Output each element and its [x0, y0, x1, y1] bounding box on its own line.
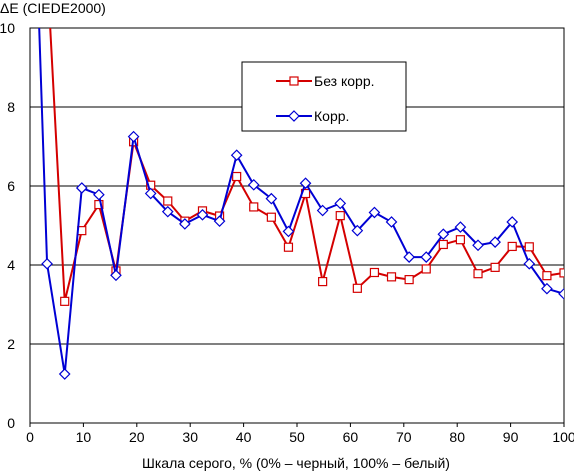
series-2-point-24: [420, 251, 433, 263]
series-2-point-11: [196, 208, 209, 221]
series-1-point-26: [473, 269, 483, 279]
x-axis-ticks: 0 10 20 30 40 50 60 70 80 90 100: [26, 423, 574, 445]
series-2-point-4: [75, 182, 88, 194]
y-tick-label-6: 6: [7, 178, 15, 194]
series-1-point-31: [559, 268, 564, 278]
series-2-point-18: [316, 204, 329, 217]
series-1-point-15: [283, 242, 294, 252]
series-2-point-10: [179, 218, 191, 230]
series-1-point-18: [335, 211, 345, 221]
x-tick-label-60: 60: [343, 429, 359, 445]
series-2-point-21: [368, 206, 381, 219]
series-2-point-16: [282, 225, 295, 238]
y-tick-label-8: 8: [7, 99, 15, 115]
x-tick-label-20: 20: [129, 429, 145, 445]
x-tick-label-90: 90: [503, 429, 519, 445]
x-tick-label-70: 70: [396, 429, 412, 445]
x-tick-label-10: 10: [76, 429, 92, 445]
series-2-point-13: [230, 149, 243, 162]
series-2-point-23: [403, 251, 415, 263]
legend-marker-2: [288, 110, 300, 122]
series-1-point-22: [404, 275, 414, 285]
x-tick-label-100: 100: [552, 429, 574, 445]
series-2-point-31: [541, 282, 553, 295]
series-1-point-28: [507, 241, 517, 252]
series-2-point-12: [213, 215, 226, 228]
series-2-point-27: [472, 239, 484, 252]
series-2-point-7: [127, 130, 140, 143]
series-2-point-30: [523, 257, 536, 270]
x-tick-label-80: 80: [449, 429, 465, 445]
series-1-point-29: [524, 242, 534, 252]
y-axis-ticks: 0 2 4 6 8 10: [0, 20, 15, 431]
series-1-point-19: [352, 283, 362, 293]
series-2-point-17: [299, 177, 312, 190]
series-2-point-20: [351, 224, 364, 237]
legend-label-2: Корр.: [314, 108, 349, 124]
y-tick-label-0: 0: [7, 415, 15, 431]
series-2-point-5: [93, 188, 105, 201]
series-2-point-3: [58, 368, 71, 380]
series-2-point-15: [265, 192, 278, 205]
y-tick-label-10: 10: [0, 20, 15, 36]
series-2-point-9: [161, 205, 174, 218]
series-2-point-29: [506, 216, 519, 228]
series-1-point-4: [94, 199, 104, 210]
x-tick-label-40: 40: [236, 429, 252, 445]
series-1-point-24: [438, 239, 448, 250]
series-1-point-2: [60, 296, 70, 306]
series-1-point-17: [318, 276, 328, 287]
series-layer: [38, 28, 564, 380]
x-axis-title: Шкала серого, % (0% – черный, 100% – бел…: [142, 455, 450, 471]
series-1-point-30: [542, 271, 552, 281]
series-1-point-27: [490, 262, 500, 272]
series-2-point-19: [334, 197, 347, 210]
y-axis-title: ΔE (CIEDE2000): [0, 0, 106, 16]
series-1-point-21: [386, 272, 397, 282]
series-2-point-28: [489, 236, 501, 248]
series-2-point-32: [558, 287, 564, 300]
y-tick-label-2: 2: [7, 336, 15, 352]
series-1-point-14: [266, 212, 276, 222]
series-2-point-6: [110, 269, 122, 282]
series-1-point-13: [249, 202, 259, 212]
series-1-point-23: [421, 264, 431, 274]
legend: Без корр. Корр.: [241, 61, 407, 132]
legend-marker-1: [289, 76, 299, 86]
series-line-2: [38, 28, 564, 376]
series-1-point-8: [163, 196, 173, 206]
legend-label-1: Без корр.: [314, 73, 375, 89]
x-tick-label-0: 0: [26, 429, 34, 445]
series-1-point-20: [369, 267, 380, 278]
series-1-point-25: [455, 235, 466, 245]
grid-lines: [30, 106, 564, 345]
legend-box: [241, 61, 407, 132]
series-2-point-8: [144, 187, 157, 200]
series-2-point-25: [437, 228, 450, 241]
x-tick-label-30: 30: [182, 429, 198, 445]
series-2-point-26: [454, 221, 467, 233]
series-2-point-14: [247, 178, 260, 191]
series-2-point-2: [41, 257, 53, 270]
y-tick-label-4: 4: [7, 257, 15, 273]
series-1-point-12: [232, 171, 242, 182]
series-2-point-22: [385, 216, 398, 228]
x-tick-label-50: 50: [289, 429, 305, 445]
series-line-1: [49, 28, 564, 303]
